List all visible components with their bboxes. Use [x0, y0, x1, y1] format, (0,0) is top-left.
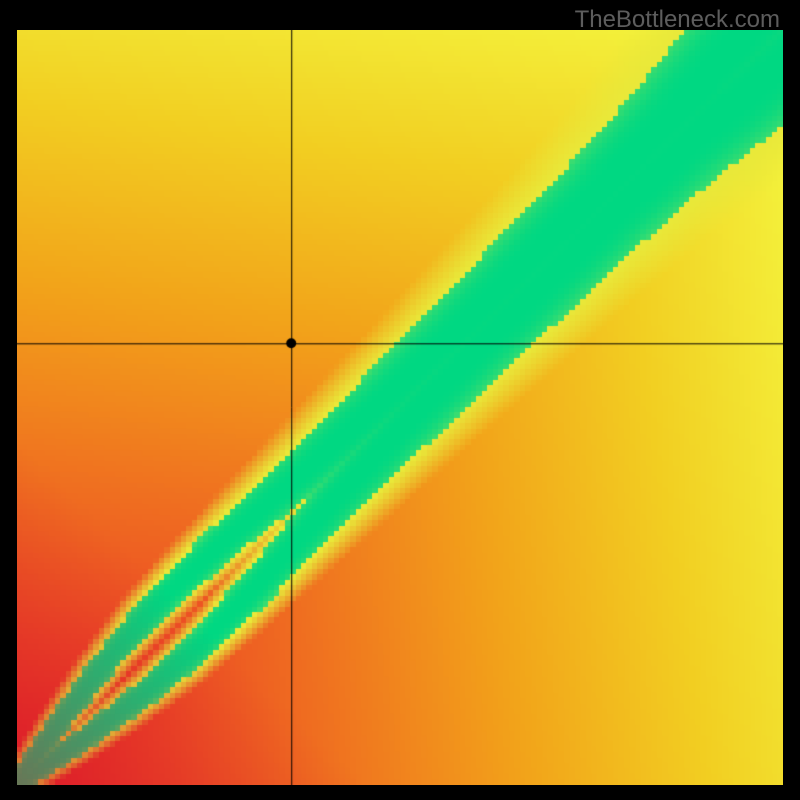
- watermark-text: TheBottleneck.com: [575, 6, 780, 34]
- plot-area: [17, 30, 783, 785]
- heatmap-canvas: [17, 30, 783, 785]
- chart-container: TheBottleneck.com: [0, 0, 800, 800]
